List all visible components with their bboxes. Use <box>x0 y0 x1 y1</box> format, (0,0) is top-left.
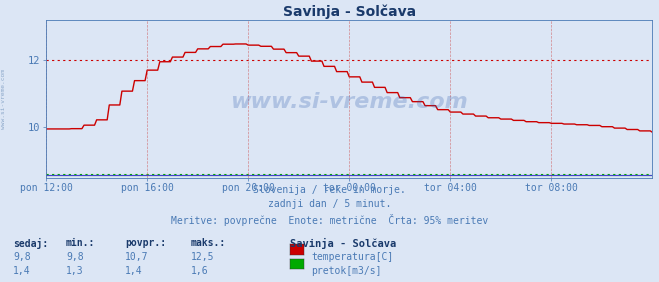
Text: 10,7: 10,7 <box>125 252 149 262</box>
Text: Savinja - Solčava: Savinja - Solčava <box>290 238 396 249</box>
Text: 9,8: 9,8 <box>13 252 31 262</box>
Text: sedaj:: sedaj: <box>13 238 48 249</box>
Text: Meritve: povprečne  Enote: metrične  Črta: 95% meritev: Meritve: povprečne Enote: metrične Črta:… <box>171 214 488 226</box>
Text: pretok[m3/s]: pretok[m3/s] <box>311 266 382 276</box>
Text: 1,4: 1,4 <box>13 266 31 276</box>
Text: www.si-vreme.com: www.si-vreme.com <box>1 69 6 129</box>
Text: maks.:: maks.: <box>191 238 226 248</box>
Text: Slovenija / reke in morje.: Slovenija / reke in morje. <box>253 185 406 195</box>
Text: www.si-vreme.com: www.si-vreme.com <box>231 92 468 112</box>
Text: 1,4: 1,4 <box>125 266 143 276</box>
Title: Savinja - Solčava: Savinja - Solčava <box>283 4 416 19</box>
Text: zadnji dan / 5 minut.: zadnji dan / 5 minut. <box>268 199 391 209</box>
Text: min.:: min.: <box>66 238 96 248</box>
Text: 9,8: 9,8 <box>66 252 84 262</box>
Text: 1,6: 1,6 <box>191 266 209 276</box>
Text: 1,3: 1,3 <box>66 266 84 276</box>
Text: temperatura[C]: temperatura[C] <box>311 252 393 262</box>
Text: 12,5: 12,5 <box>191 252 215 262</box>
Text: povpr.:: povpr.: <box>125 238 166 248</box>
